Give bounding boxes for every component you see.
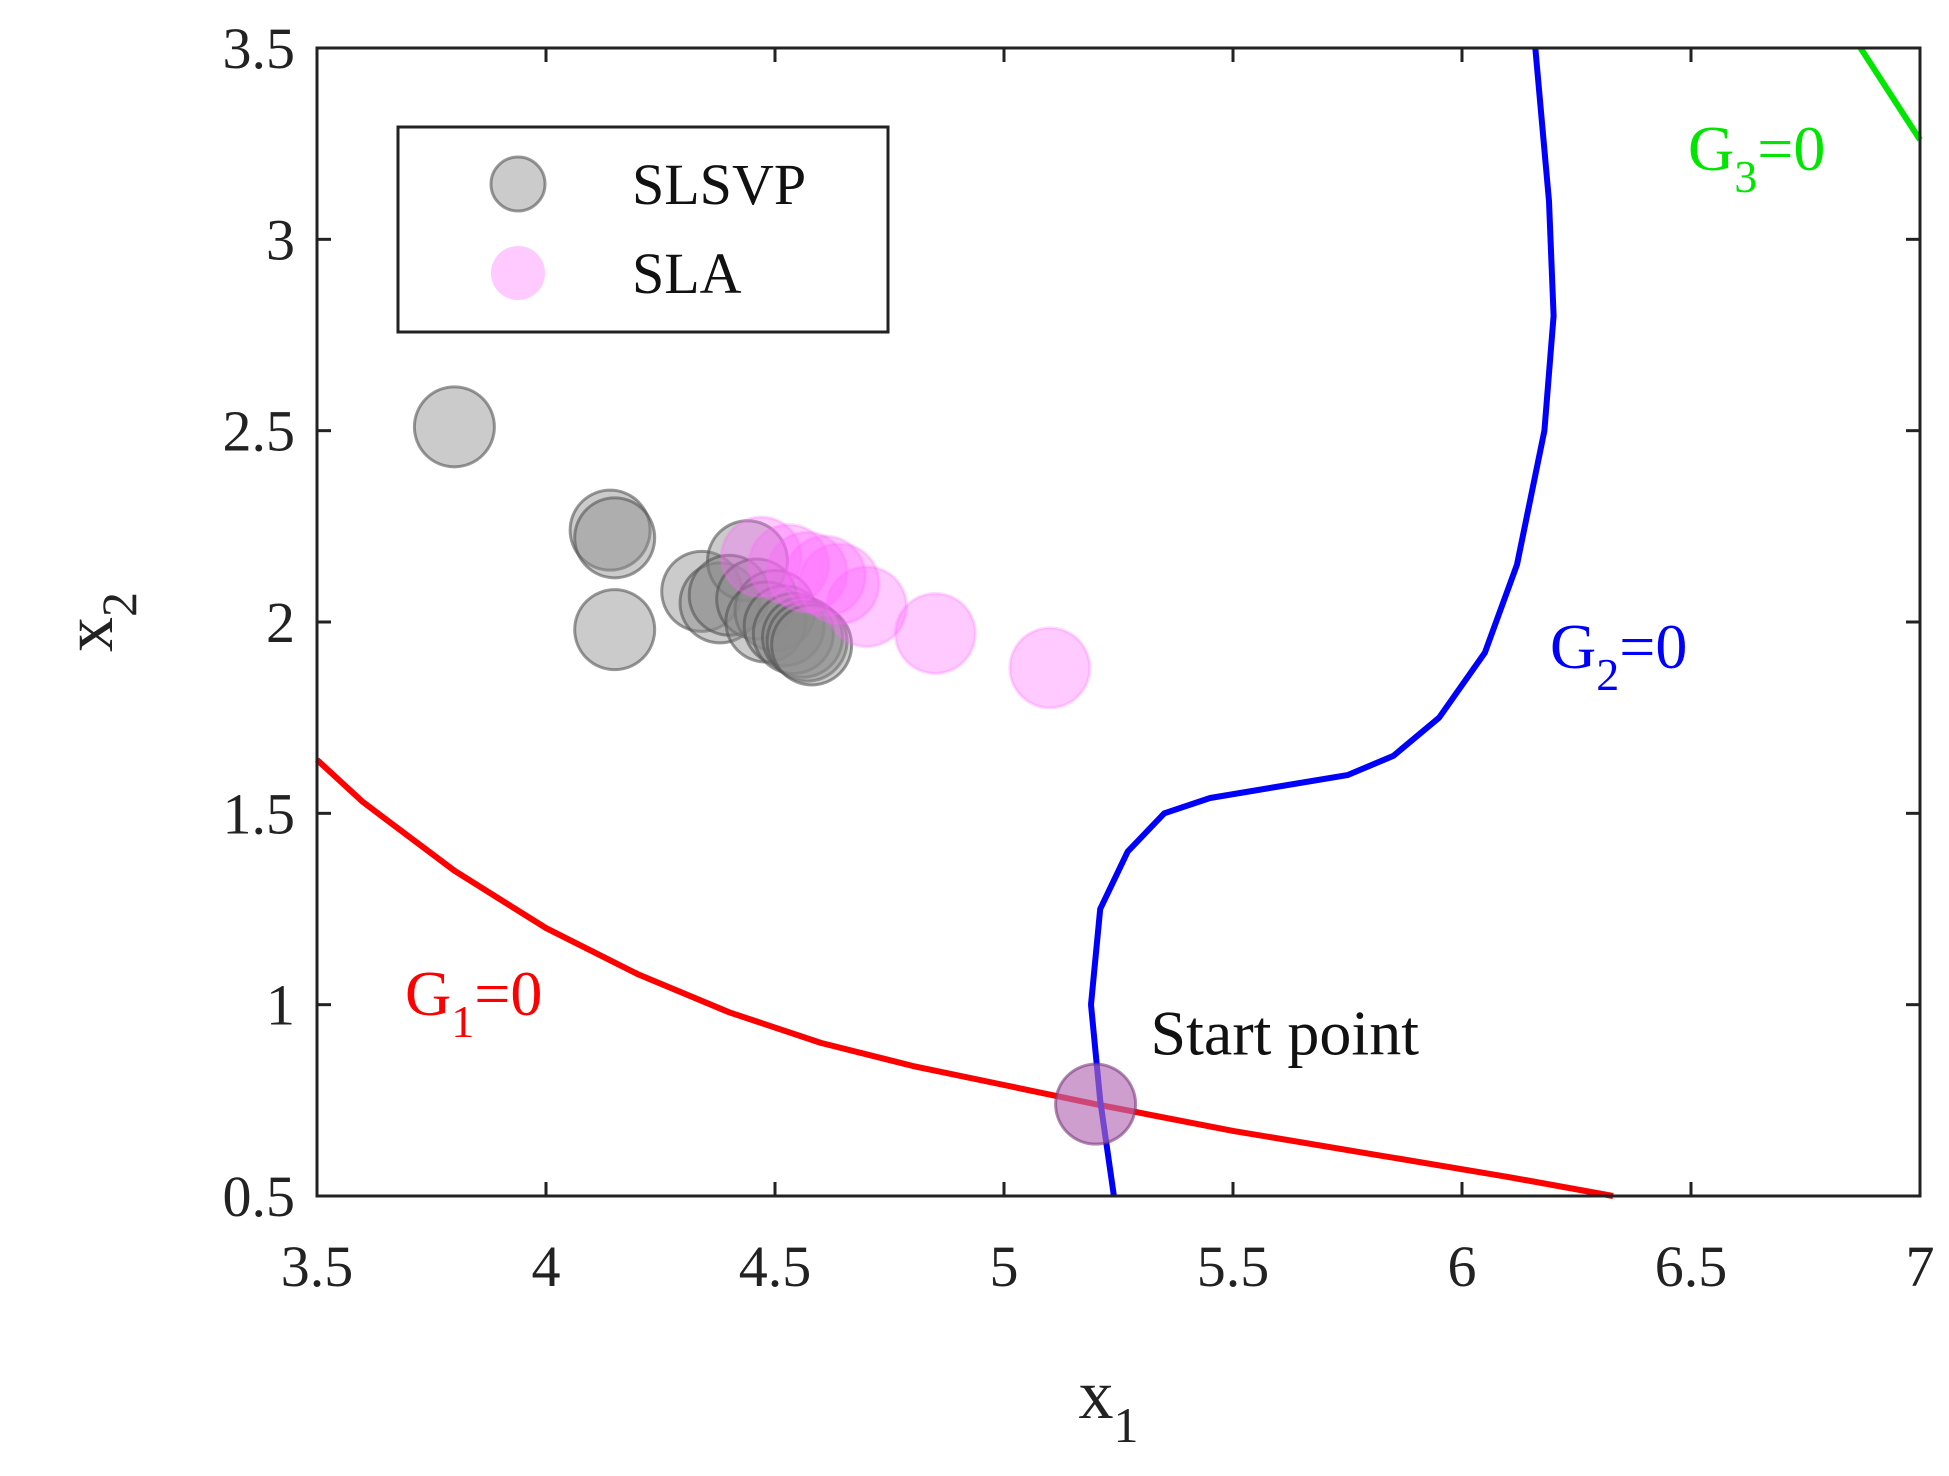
legend-label-slsvp: SLSVP: [632, 152, 806, 217]
legend-marker-sla: [491, 246, 545, 300]
g3-curve: [1857, 46, 1923, 142]
y-tick-label: 3.5: [223, 16, 296, 81]
y-tick-label: 1: [266, 973, 295, 1038]
y-tick-label: 0.5: [223, 1164, 296, 1229]
sla-point: [825, 565, 909, 649]
x-tick-label: 5.5: [1197, 1234, 1270, 1299]
y-tick-label: 2.5: [223, 399, 296, 464]
g2-curve: [1088, 47, 1557, 1197]
plot-marks: [314, 46, 1923, 1199]
legend-box: [396, 125, 890, 334]
sla-point: [797, 542, 881, 626]
sla-point: [1008, 626, 1092, 710]
slsvp-point: [412, 385, 496, 469]
legend-label-sla: SLA: [632, 241, 742, 306]
g3-label: G3=0: [1688, 113, 1825, 202]
x-tick-label: 7: [1906, 1234, 1935, 1299]
sla-point: [893, 591, 977, 675]
axis-ticks: [315, 46, 1922, 1198]
x-axis-label: x1: [1079, 1357, 1139, 1453]
x-tick-label: 4: [532, 1234, 561, 1299]
y-tick-label: 3: [266, 207, 295, 272]
y-axis-label: x2: [51, 592, 147, 652]
g1-curve: [314, 757, 1614, 1199]
x-tick-label: 3.5: [281, 1234, 354, 1299]
slsvp-point: [770, 603, 854, 687]
start-point-annotation: Start point: [1151, 997, 1420, 1068]
g1-label: G1=0: [405, 958, 542, 1047]
sla-point: [783, 534, 867, 618]
slsvp-point: [733, 569, 817, 653]
slsvp-point: [568, 488, 652, 572]
slsvp-point: [573, 588, 657, 672]
slsvp-point: [573, 496, 657, 580]
sla-point: [765, 530, 849, 614]
curve-labels: G1=0 G2=0 G3=0: [405, 113, 1825, 1047]
sla-point: [719, 515, 803, 599]
legend: SLSVP SLA: [396, 125, 890, 334]
x-tick-label: 6.5: [1655, 1234, 1728, 1299]
sla-point: [747, 523, 831, 607]
axis-tick-labels: 3.5 4 4.5 5 5.5 6 6.5 7 0.5 1 1.5 2 2.5 3 3.5: [223, 16, 1935, 1299]
y-tick-label: 1.5: [223, 781, 296, 846]
x-tick-label: 6: [1448, 1234, 1477, 1299]
slsvp-point: [765, 599, 849, 683]
start-point-marker: [1054, 1062, 1138, 1146]
g2-label: G2=0: [1550, 611, 1687, 700]
y-tick-label: 2: [266, 590, 295, 655]
x-tick-label: 4.5: [739, 1234, 812, 1299]
legend-marker-slsvp: [489, 155, 547, 213]
x-tick-label: 5: [990, 1234, 1019, 1299]
